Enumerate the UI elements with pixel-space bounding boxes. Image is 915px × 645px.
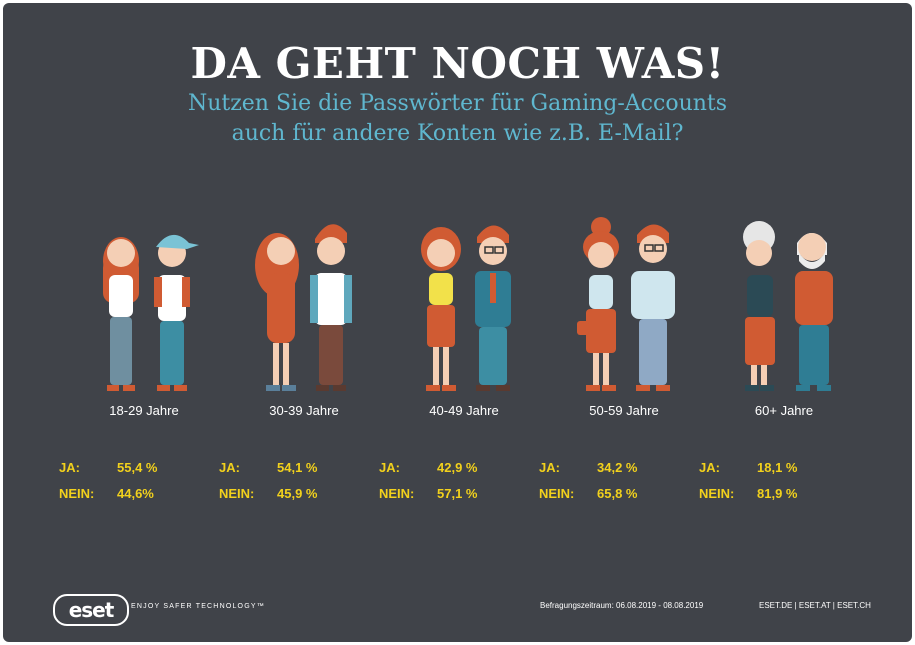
couple-50-59-illustration bbox=[577, 217, 675, 391]
no-value: 44,6% bbox=[117, 486, 154, 501]
yes-label: JA: bbox=[699, 460, 720, 475]
no-label: NEIN: bbox=[59, 486, 95, 501]
infographic-card: DA GEHT NOCH WAS! Nutzen Sie die Passwör… bbox=[3, 3, 912, 642]
couple-18-29-illustration bbox=[103, 234, 199, 391]
age-label: 18-29 Jahre bbox=[109, 403, 179, 418]
footer: eset ENJOY SAFER TECHNOLOGY™ Befragungsz… bbox=[3, 588, 912, 628]
no-label: NEIN: bbox=[539, 486, 575, 501]
yes-value: 55,4 % bbox=[117, 460, 158, 475]
age-label: 60+ Jahre bbox=[754, 403, 814, 418]
yes-value: 18,1 % bbox=[757, 460, 798, 475]
subtitle-line-1: Nutzen Sie die Passwörter für Gaming-Acc… bbox=[187, 91, 728, 116]
yes-label: JA: bbox=[59, 460, 80, 475]
survey-period: Befragungszeitraum: 06.08.2019 - 08.08.2… bbox=[540, 601, 704, 610]
no-value: 57,1 % bbox=[437, 486, 478, 501]
yes-label: JA: bbox=[539, 460, 560, 475]
yes-value: 54,1 % bbox=[277, 460, 318, 475]
no-value: 65,8 % bbox=[597, 486, 638, 501]
eset-logo: eset bbox=[53, 594, 129, 626]
age-label: 30-39 Jahre bbox=[269, 403, 339, 418]
no-label: NEIN: bbox=[379, 486, 415, 501]
no-value: 45,9 % bbox=[277, 486, 318, 501]
tagline: ENJOY SAFER TECHNOLOGY™ bbox=[131, 603, 265, 610]
page-title: DA GEHT NOCH WAS! bbox=[190, 39, 725, 88]
yes-value: 42,9 % bbox=[437, 460, 478, 475]
footer-links: ESET.DE | ESET.AT | ESET.CH bbox=[759, 601, 871, 610]
page-subtitle: Nutzen Sie die Passwörter für Gaming-Acc… bbox=[3, 89, 912, 149]
subtitle-line-2: auch für andere Konten wie z.B. E-Mail? bbox=[231, 121, 684, 146]
couple-30-39-illustration bbox=[255, 224, 352, 391]
yes-label: JA: bbox=[379, 460, 400, 475]
couple-60-plus-illustration bbox=[743, 221, 833, 391]
age-label: 50-59 Jahre bbox=[589, 403, 659, 418]
no-label: NEIN: bbox=[699, 486, 735, 501]
couple-40-49-illustration bbox=[421, 225, 511, 391]
yes-value: 34,2 % bbox=[597, 460, 638, 475]
age-label: 40-49 Jahre bbox=[429, 403, 499, 418]
no-label: NEIN: bbox=[219, 486, 255, 501]
yes-label: JA: bbox=[219, 460, 240, 475]
no-value: 81,9 % bbox=[757, 486, 798, 501]
